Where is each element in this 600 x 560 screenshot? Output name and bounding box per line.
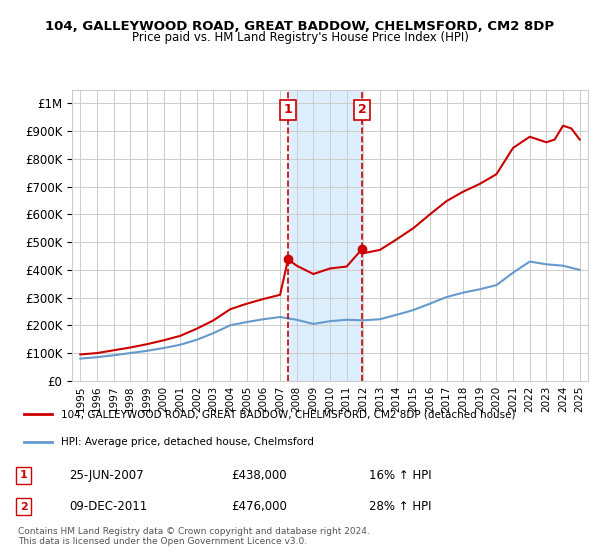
Text: 2: 2: [358, 104, 367, 116]
Text: 2: 2: [20, 502, 28, 511]
Bar: [288, 90, 362, 381]
Text: 09-DEC-2011: 09-DEC-2011: [70, 500, 148, 513]
Text: 16% ↑ HPI: 16% ↑ HPI: [369, 469, 432, 482]
Text: HPI: Average price, detached house, Chelmsford: HPI: Average price, detached house, Chel…: [61, 437, 314, 447]
Text: Price paid vs. HM Land Registry's House Price Index (HPI): Price paid vs. HM Land Registry's House …: [131, 31, 469, 44]
Text: 1: 1: [20, 470, 28, 480]
Text: 1: 1: [284, 104, 292, 116]
Text: 104, GALLEYWOOD ROAD, GREAT BADDOW, CHELMSFORD, CM2 8DP (detached house): 104, GALLEYWOOD ROAD, GREAT BADDOW, CHEL…: [61, 409, 515, 419]
Text: 28% ↑ HPI: 28% ↑ HPI: [369, 500, 431, 513]
Text: £476,000: £476,000: [231, 500, 287, 513]
Text: Contains HM Land Registry data © Crown copyright and database right 2024.
This d: Contains HM Land Registry data © Crown c…: [18, 526, 370, 546]
Text: £438,000: £438,000: [231, 469, 287, 482]
Text: 104, GALLEYWOOD ROAD, GREAT BADDOW, CHELMSFORD, CM2 8DP: 104, GALLEYWOOD ROAD, GREAT BADDOW, CHEL…: [46, 20, 554, 32]
Text: 25-JUN-2007: 25-JUN-2007: [70, 469, 144, 482]
